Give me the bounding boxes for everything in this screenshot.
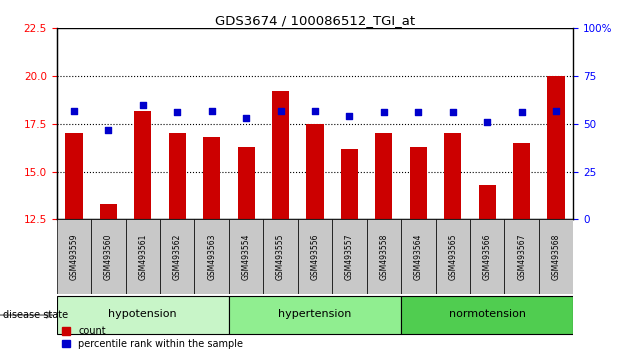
Text: GSM493560: GSM493560 — [104, 233, 113, 280]
Bar — [195, 219, 229, 294]
Bar — [91, 219, 125, 294]
Bar — [375, 133, 392, 219]
Text: GSM493554: GSM493554 — [242, 233, 251, 280]
Text: GSM493555: GSM493555 — [276, 233, 285, 280]
Bar — [470, 219, 505, 294]
Bar — [203, 137, 220, 219]
Text: GSM493568: GSM493568 — [552, 233, 561, 280]
Text: GSM493558: GSM493558 — [379, 233, 388, 280]
Text: GSM493563: GSM493563 — [207, 233, 216, 280]
Title: GDS3674 / 100086512_TGI_at: GDS3674 / 100086512_TGI_at — [215, 14, 415, 27]
Bar — [547, 76, 564, 219]
Point — [379, 110, 389, 115]
Bar — [513, 143, 530, 219]
Point — [138, 102, 148, 108]
Point — [207, 108, 217, 113]
Bar — [100, 204, 117, 219]
Text: GSM493567: GSM493567 — [517, 233, 526, 280]
Bar — [298, 219, 332, 294]
Bar — [57, 219, 91, 294]
Point — [448, 110, 458, 115]
Bar — [401, 296, 573, 334]
Bar — [367, 219, 401, 294]
Bar — [306, 124, 324, 219]
Text: GSM493565: GSM493565 — [449, 233, 457, 280]
Text: hypertension: hypertension — [278, 309, 352, 319]
Bar — [341, 149, 358, 219]
Legend: count, percentile rank within the sample: count, percentile rank within the sample — [62, 326, 243, 349]
Text: GSM493566: GSM493566 — [483, 233, 491, 280]
Bar — [263, 219, 298, 294]
Text: GSM493564: GSM493564 — [414, 233, 423, 280]
Bar — [505, 219, 539, 294]
Text: GSM493556: GSM493556 — [311, 233, 319, 280]
Point — [551, 108, 561, 113]
Point — [482, 119, 492, 125]
Point — [517, 110, 527, 115]
Text: GSM493559: GSM493559 — [69, 233, 78, 280]
Point — [310, 108, 320, 113]
Bar — [410, 147, 427, 219]
Point — [172, 110, 182, 115]
Bar — [229, 219, 263, 294]
Bar — [229, 296, 401, 334]
Bar — [332, 219, 367, 294]
Bar — [125, 219, 160, 294]
Bar — [134, 110, 151, 219]
Bar — [435, 219, 470, 294]
Bar — [539, 219, 573, 294]
Text: GSM493557: GSM493557 — [345, 233, 354, 280]
Bar — [479, 185, 496, 219]
Point — [103, 127, 113, 132]
Point — [69, 108, 79, 113]
Text: normotension: normotension — [449, 309, 525, 319]
Bar — [57, 296, 229, 334]
Point — [275, 108, 285, 113]
Bar — [238, 147, 255, 219]
Text: disease state: disease state — [3, 310, 68, 320]
Bar — [160, 219, 195, 294]
Point — [413, 110, 423, 115]
Point — [345, 113, 355, 119]
Text: GSM493561: GSM493561 — [139, 233, 147, 280]
Bar — [444, 133, 461, 219]
Text: GSM493562: GSM493562 — [173, 233, 181, 280]
Bar — [169, 133, 186, 219]
Text: hypotension: hypotension — [108, 309, 177, 319]
Bar — [66, 133, 83, 219]
Point — [241, 115, 251, 121]
Bar — [401, 219, 435, 294]
Bar — [272, 91, 289, 219]
